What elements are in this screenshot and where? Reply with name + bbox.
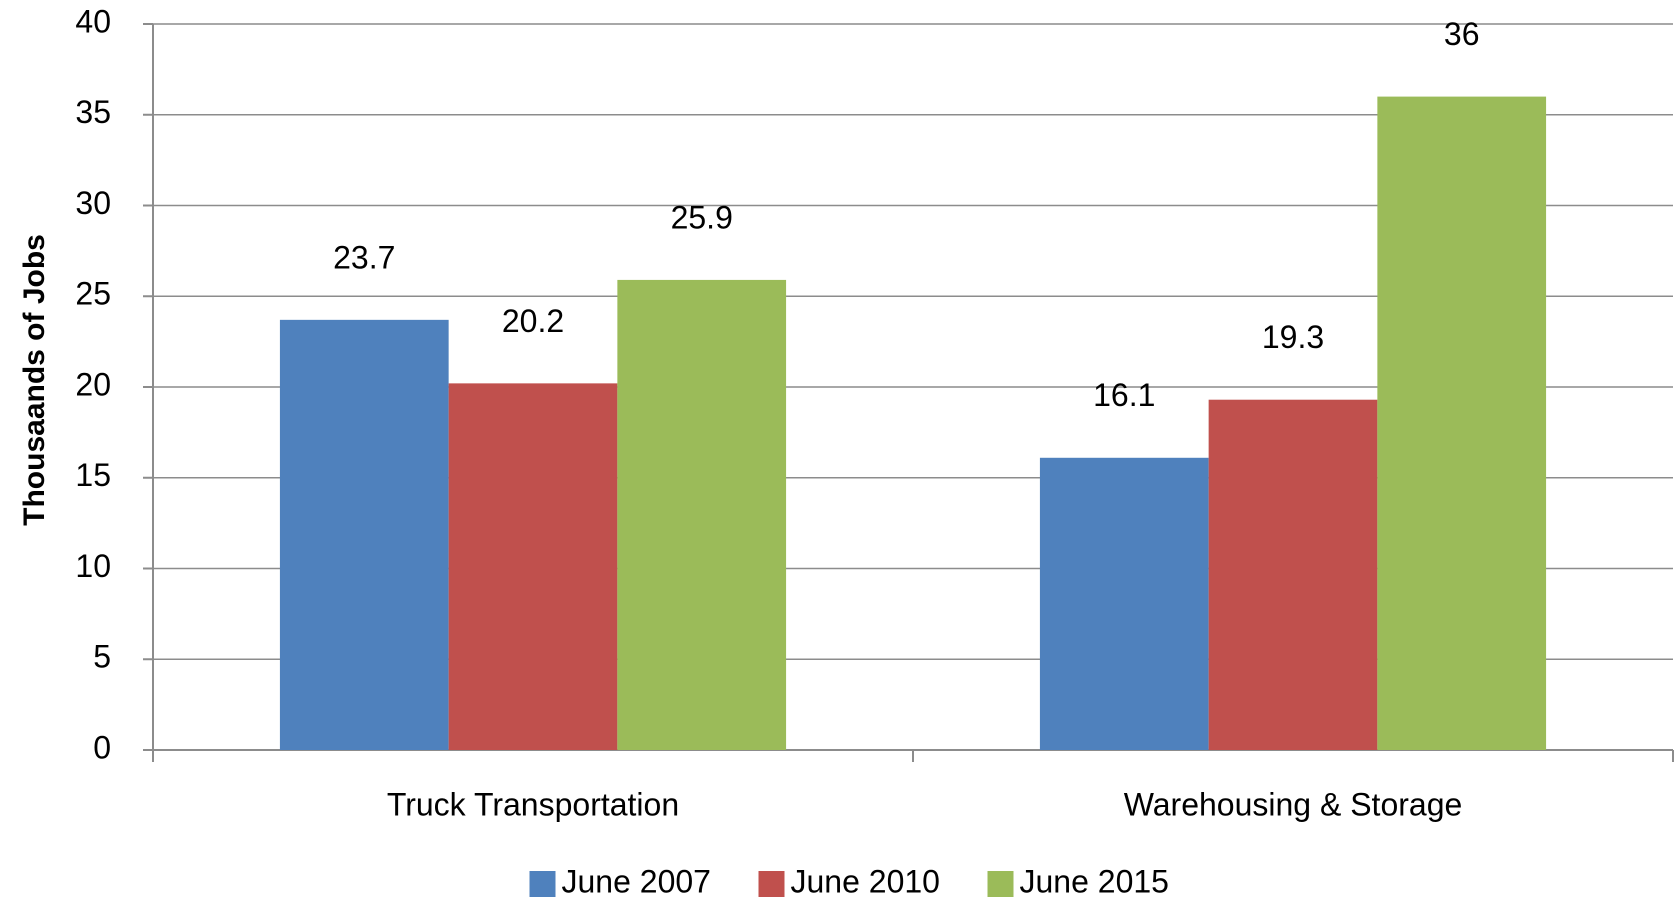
legend-swatch	[758, 871, 785, 897]
data-label: 36	[1444, 16, 1480, 52]
y-tick-label: 20	[75, 366, 111, 402]
data-label: 20.2	[502, 303, 564, 339]
bar	[1039, 457, 1209, 750]
y-tick-label: 35	[75, 94, 111, 130]
y-tick-label: 10	[75, 548, 111, 584]
bar	[279, 319, 449, 750]
legend-swatch	[529, 871, 556, 897]
x-tick-label: Warehousing & Storage	[1124, 786, 1463, 822]
data-label: 23.7	[333, 239, 395, 275]
y-axis-label: Thousaands of Jobs	[18, 234, 51, 526]
bar	[617, 279, 787, 750]
legend-label: June 2010	[791, 863, 940, 899]
y-tick-label: 15	[75, 457, 111, 493]
data-label: 19.3	[1262, 319, 1324, 355]
y-tick-label: 40	[75, 3, 111, 39]
bar	[448, 383, 618, 750]
bar	[1208, 399, 1378, 750]
data-label: 16.1	[1093, 377, 1155, 413]
data-label: 25.9	[671, 199, 733, 235]
y-tick-label: 0	[93, 729, 111, 765]
bar	[1377, 96, 1547, 751]
y-tick-label: 30	[75, 185, 111, 221]
y-tick-label: 5	[93, 639, 111, 675]
x-tick-label: Truck Transportation	[387, 786, 679, 822]
y-tick-label: 25	[75, 276, 111, 312]
legend-swatch	[987, 871, 1014, 897]
legend-label: June 2007	[562, 863, 711, 899]
legend-label: June 2015	[1020, 863, 1169, 899]
